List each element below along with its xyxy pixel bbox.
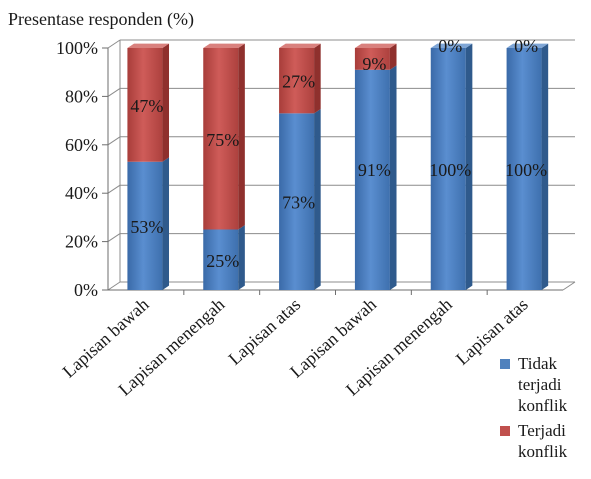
bar-top [430,43,473,48]
bar-top [354,43,397,48]
bar-segment [279,113,315,290]
bar-side [389,43,397,70]
bar-top [203,43,245,48]
legend-swatch-blue [500,359,510,369]
x-tick-label: Lapisan atas [224,294,304,369]
gridline-depth [107,281,121,291]
y-tick-label: 100% [56,38,98,58]
gridline-depth [107,87,121,97]
bar-side [238,225,245,290]
y-tick-label: 40% [65,183,98,203]
data-label: 47% [130,96,163,116]
bar-segment [203,48,239,230]
legend-label: Terjadi konflik [518,421,568,461]
bar-side [541,43,549,290]
bar-side [314,108,321,290]
data-label: 100% [429,160,471,180]
y-tick-label: 80% [65,86,98,106]
gridline-depth [107,39,121,49]
y-tick-label: 20% [65,232,98,252]
bar-segment [279,48,315,114]
bar-top [279,43,321,48]
bars [127,43,549,290]
bar-segment [203,229,239,290]
bar-top [127,43,170,48]
bar-top [506,43,549,48]
data-label: 73% [282,193,315,213]
legend-item-terjadi-konflik: Terjadi konflik [500,420,590,462]
data-label: 25% [206,251,239,271]
data-label: 0% [514,36,538,56]
data-labels: 53% 47% 25% 75% 73% 27% 91% 9% 100% 0% 100% 0% [130,36,547,271]
bar-side [389,65,397,290]
bar-side [238,43,245,230]
bar-side [314,43,321,114]
y-tick-label: 60% [65,135,98,155]
bar-segment [127,48,163,162]
bar-segment [354,48,390,70]
bar-segment [506,48,542,290]
bar-side [465,43,473,290]
data-label: 75% [206,130,239,150]
legend-swatch-red [500,426,510,436]
data-label: 27% [282,72,315,92]
bar-side [162,157,170,290]
data-label: 91% [358,160,391,180]
gridline-depth [107,136,121,146]
floor-edge [562,281,576,291]
y-tick-label: 0% [74,280,98,300]
data-label: 100% [505,160,547,180]
data-label: 53% [130,217,163,237]
bar-side [162,43,170,162]
y-tick-labels: 0% 20% 40% 60% 80% 100% [56,38,98,300]
gridlines [107,39,575,291]
legend-label: Tidak terjadi konflik [518,354,568,415]
data-label: 0% [438,36,462,56]
bar-segment [430,48,466,290]
legend: Tidak terjadi konflik Terjadi konflik [500,353,590,466]
data-label: 9% [362,54,386,74]
bar-segment [127,161,163,290]
gridline-depth [107,184,121,194]
axes [102,40,576,295]
y-axis-title: Presentase responden (%) [8,9,194,30]
bar-segment [354,69,390,290]
gridline-depth [107,233,121,243]
legend-item-tidak-terjadi-konflik: Tidak terjadi konflik [500,353,590,416]
